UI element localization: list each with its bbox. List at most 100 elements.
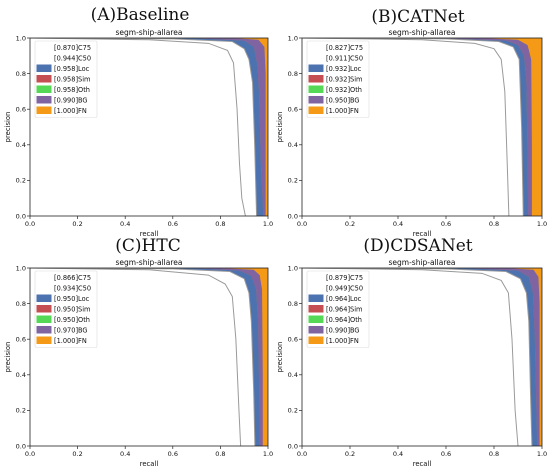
x-tick-label: 0.0	[25, 450, 35, 458]
legend-swatch-oth	[36, 85, 52, 93]
x-tick-label: 0.4	[120, 450, 130, 458]
x-tick-label: 0.6	[168, 450, 178, 458]
x-tick-label: 0.2	[72, 450, 82, 458]
legend-label-fn: [1.000]FN	[54, 107, 87, 115]
x-tick-label: 1.0	[263, 450, 273, 458]
y-tick-label: 0.2	[288, 407, 298, 415]
legend-label-sim: [0.964]Sim	[326, 306, 362, 314]
panel-title: (A)Baseline	[91, 5, 190, 25]
legend-label-c50: [0.934]C50	[54, 285, 91, 293]
legend-swatch-c75	[309, 274, 323, 281]
y-tick-label: 0.8	[288, 300, 298, 308]
x-tick-label: 0.8	[215, 220, 225, 228]
x-axis-label: recall	[140, 230, 159, 238]
legend-label-sim: [0.958]Sim	[54, 76, 90, 84]
plot-frame	[29, 267, 269, 447]
chart-title: segm-ship-allarea	[116, 28, 183, 37]
legend-label-loc: [0.958]Loc	[54, 65, 90, 73]
legend-label-c50: [0.911]C50	[326, 55, 363, 63]
y-tick-label: 0.4	[288, 371, 298, 379]
y-tick-label: 0.0	[16, 212, 26, 220]
legend-label-sim: [0.950]Sim	[54, 306, 90, 314]
y-tick-label: 0.8	[16, 300, 26, 308]
legend-swatch-bg	[36, 96, 52, 104]
panel-title: (B)CATNet	[371, 7, 464, 27]
y-tick-label: 1.0	[16, 264, 26, 272]
legend-label-c75: [0.879]C75	[326, 274, 363, 282]
legend-label-loc: [0.964]Loc	[326, 295, 362, 303]
y-tick-label: 0.6	[16, 106, 26, 114]
y-tick-label: 0.0	[288, 442, 298, 450]
legend-swatch-loc	[36, 64, 52, 72]
legend: [0.827]C75 [0.911]C50 [0.932]Loc [0.932]Sim…	[306, 40, 370, 118]
curve-c75	[30, 268, 242, 446]
y-axis-label: precision	[4, 342, 12, 373]
legend-swatch-bg	[36, 326, 52, 334]
curve-c75	[30, 38, 246, 216]
legend-label-c75: [0.870]C75	[54, 44, 91, 52]
x-tick-label: 0.2	[72, 220, 82, 228]
x-tick-label: 0.0	[297, 450, 307, 458]
legend-swatch-c75	[309, 44, 323, 51]
legend-swatch-fn	[36, 336, 52, 344]
y-tick-label: 0.6	[16, 336, 26, 344]
legend-swatch-fn	[308, 336, 324, 344]
plot-frame	[301, 37, 543, 217]
x-tick-label: 0.2	[345, 220, 355, 228]
legend-label-sim: [0.932]Sim	[326, 76, 362, 84]
y-tick-label: 0.2	[16, 407, 26, 415]
legend-swatch-fn	[308, 106, 324, 114]
chart-panel-1: (A)Baseline segm-ship-allarea 0.0 0.2 0.4 0.6…	[4, 5, 273, 238]
x-tick-label: 0.6	[441, 220, 451, 228]
x-axis-label: recall	[413, 460, 432, 468]
legend-label-bg: [0.970]BG	[54, 327, 88, 335]
legend-swatch-oth	[308, 315, 324, 323]
x-tick-label: 0.4	[393, 220, 403, 228]
curve-c50	[302, 38, 524, 216]
curve-c75	[302, 268, 519, 446]
x-tick-label: 1.0	[537, 450, 547, 458]
legend-swatch-c50	[309, 54, 323, 61]
y-tick-label: 0.4	[288, 141, 298, 149]
legend-swatch-oth	[36, 315, 52, 323]
x-tick-label: 0.6	[441, 450, 451, 458]
y-axis-label: precision	[4, 112, 12, 143]
legend-swatch-c50	[309, 284, 323, 291]
legend-label-oth: [0.932]Oth	[326, 86, 362, 94]
legend-label-oth: [0.958]Oth	[54, 86, 90, 94]
legend-label-loc: [0.932]Loc	[326, 65, 362, 73]
y-tick-label: 0.6	[288, 336, 298, 344]
y-tick-label: 0.4	[16, 141, 26, 149]
legend-label-bg: [0.990]BG	[54, 97, 88, 105]
legend-swatch-loc	[308, 294, 324, 302]
x-tick-label: 0.2	[345, 450, 355, 458]
legend-swatch-bg	[308, 96, 324, 104]
legend-label-bg: [0.950]BG	[326, 97, 360, 105]
legend-swatch-sim	[36, 75, 52, 83]
legend: [0.866]C75 [0.934]C50 [0.950]Loc [0.950]Sim…	[34, 270, 98, 348]
legend-label-fn: [1.000]FN	[326, 337, 359, 345]
panel-title: (D)CDSANet	[363, 236, 472, 256]
x-axis-label: recall	[413, 230, 432, 238]
chart-panel-4: (D)CDSANet segm-ship-allarea 0.0 0.2 0.4 0.6 0…	[276, 236, 547, 468]
legend-swatch-sim	[36, 305, 52, 313]
legend-label-fn: [1.000]FN	[54, 337, 87, 345]
legend-swatch-oth	[308, 85, 324, 93]
y-tick-label: 0.2	[288, 177, 298, 185]
y-tick-label: 0.0	[288, 212, 298, 220]
legend-label-c50: [0.949]C50	[326, 285, 363, 293]
legend-swatch-c50	[37, 284, 51, 291]
legend-swatch-loc	[308, 64, 324, 72]
y-tick-label: 0.4	[16, 371, 26, 379]
legend-swatch-c50	[37, 54, 51, 61]
legend-swatch-loc	[36, 294, 52, 302]
x-tick-label: 1.0	[263, 220, 273, 228]
legend-swatch-bg	[308, 326, 324, 334]
legend: [0.879]C75 [0.949]C50 [0.964]Loc [0.964]Sim…	[306, 270, 370, 348]
legend-label-bg: [0.990]BG	[326, 327, 360, 335]
chart-title: segm-ship-allarea	[389, 258, 456, 267]
legend: [0.870]C75 [0.944]C50 [0.958]Loc [0.958]Sim…	[34, 40, 98, 118]
curve-c50	[30, 268, 256, 446]
